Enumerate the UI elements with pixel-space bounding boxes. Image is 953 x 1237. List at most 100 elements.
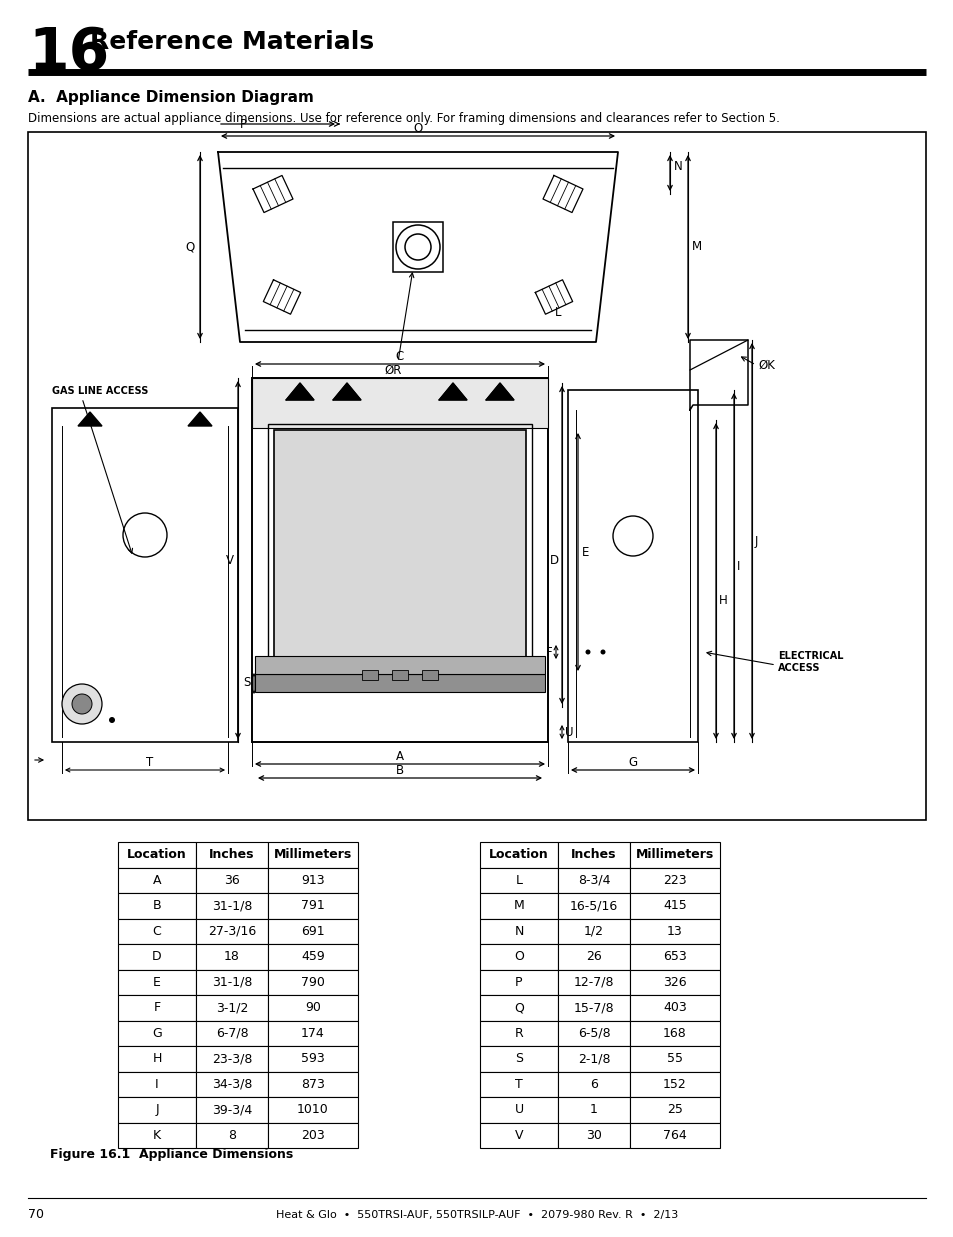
Text: S: S (243, 677, 251, 689)
Text: R: R (514, 1027, 523, 1040)
Text: Dimensions are actual appliance dimensions. Use for reference only. For framing : Dimensions are actual appliance dimensio… (28, 113, 779, 125)
Text: P: P (515, 976, 522, 988)
Text: 55: 55 (666, 1053, 682, 1065)
Bar (629, 1047, 720, 1071)
Text: 6-5/8: 6-5/8 (578, 1027, 610, 1040)
Bar (558, 842, 629, 867)
Bar (558, 1071, 629, 1097)
Text: D: D (549, 553, 558, 567)
Text: T: T (146, 756, 153, 769)
Bar (558, 893, 629, 919)
Text: 12-7/8: 12-7/8 (573, 976, 614, 988)
Text: 36: 36 (224, 873, 239, 887)
Text: A: A (152, 873, 161, 887)
Text: 3-1/2: 3-1/2 (215, 1001, 248, 1014)
Bar (629, 919, 720, 944)
Text: 6-7/8: 6-7/8 (215, 1027, 248, 1040)
Text: 326: 326 (662, 976, 686, 988)
Text: L: L (515, 873, 522, 887)
Text: N: N (673, 161, 682, 173)
Bar (479, 970, 558, 995)
Circle shape (599, 649, 605, 654)
Bar (118, 944, 195, 970)
Bar (268, 970, 357, 995)
Text: 13: 13 (666, 925, 682, 938)
Text: 18: 18 (224, 950, 240, 964)
Text: Figure 16.1  Appliance Dimensions: Figure 16.1 Appliance Dimensions (50, 1148, 293, 1162)
Bar (479, 1122, 558, 1148)
Bar (629, 944, 720, 970)
Text: M: M (691, 240, 701, 254)
Bar (195, 970, 268, 995)
Bar (195, 995, 268, 1021)
Bar (479, 842, 558, 867)
Bar (268, 893, 357, 919)
Text: 31-1/8: 31-1/8 (212, 976, 252, 988)
Bar (629, 1097, 720, 1122)
Bar (195, 842, 268, 867)
Bar (195, 1071, 268, 1097)
Text: U: U (514, 1103, 523, 1116)
Bar (118, 970, 195, 995)
Bar (629, 893, 720, 919)
Text: 403: 403 (662, 1001, 686, 1014)
Bar (479, 919, 558, 944)
Bar (118, 867, 195, 893)
Bar (558, 1021, 629, 1047)
Text: U: U (564, 725, 573, 738)
Text: 16-5/16: 16-5/16 (569, 899, 618, 912)
Text: 39-3/4: 39-3/4 (212, 1103, 252, 1116)
Bar (479, 893, 558, 919)
Circle shape (585, 649, 590, 654)
Bar (479, 1021, 558, 1047)
Text: 8: 8 (228, 1128, 235, 1142)
Text: D: D (152, 950, 162, 964)
Bar (629, 995, 720, 1021)
Bar (558, 867, 629, 893)
Bar (629, 1071, 720, 1097)
Bar (558, 995, 629, 1021)
Bar (479, 944, 558, 970)
Text: Location: Location (127, 849, 187, 861)
Text: 2-1/8: 2-1/8 (578, 1053, 610, 1065)
Text: G: G (628, 756, 637, 769)
Text: G: G (152, 1027, 162, 1040)
Text: 34-3/8: 34-3/8 (212, 1077, 252, 1091)
Bar (195, 1047, 268, 1071)
Bar (479, 1097, 558, 1122)
Text: 1/2: 1/2 (583, 925, 603, 938)
Bar (195, 919, 268, 944)
Bar (254, 656, 544, 674)
Bar (558, 1097, 629, 1122)
Text: 1: 1 (590, 1103, 598, 1116)
Text: B: B (395, 764, 404, 777)
Text: K: K (152, 1128, 161, 1142)
Bar (195, 1021, 268, 1047)
Text: A.  Appliance Dimension Diagram: A. Appliance Dimension Diagram (28, 90, 314, 105)
Text: O: O (413, 122, 422, 135)
Bar (195, 944, 268, 970)
Text: C: C (152, 925, 161, 938)
Text: 6: 6 (590, 1077, 598, 1091)
Text: C: C (395, 350, 404, 362)
Text: E: E (581, 546, 589, 558)
Text: 16: 16 (28, 25, 110, 82)
Text: 791: 791 (301, 899, 325, 912)
Bar (118, 1097, 195, 1122)
Bar (268, 1071, 357, 1097)
Text: F: F (546, 646, 553, 658)
Text: S: S (515, 1053, 522, 1065)
Text: Q: Q (514, 1001, 523, 1014)
Text: E: E (152, 976, 161, 988)
Bar (629, 1021, 720, 1047)
Bar (118, 893, 195, 919)
Text: 203: 203 (301, 1128, 325, 1142)
Bar (118, 1071, 195, 1097)
Text: Location: Location (489, 849, 548, 861)
Bar (118, 1122, 195, 1148)
Bar (268, 1021, 357, 1047)
Text: Reference Materials: Reference Materials (90, 30, 374, 54)
Bar (28, 132, 925, 820)
Bar (195, 893, 268, 919)
Text: 27-3/16: 27-3/16 (208, 925, 255, 938)
